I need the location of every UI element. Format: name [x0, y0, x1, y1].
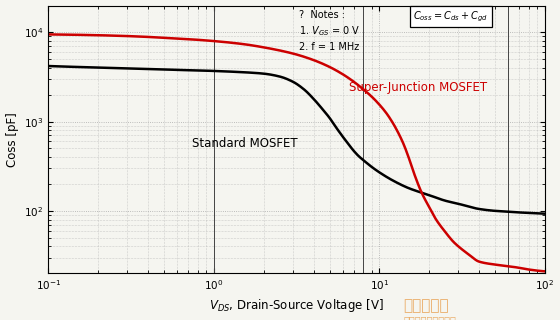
- Text: ?  Notes :
1. $V_{GS}$ = 0 V
2. f = 1 MHz: ? Notes : 1. $V_{GS}$ = 0 V 2. f = 1 MHz: [299, 10, 361, 52]
- Text: Standard MOSFET: Standard MOSFET: [193, 137, 298, 150]
- X-axis label: $V_{DS}$, Drain-Source Voltage [V]: $V_{DS}$, Drain-Source Voltage [V]: [209, 298, 384, 315]
- Text: Super-Junction MOSFET: Super-Junction MOSFET: [349, 81, 487, 94]
- Text: $C_{oss} = C_{ds} + C_{gd}$: $C_{oss} = C_{ds} + C_{gd}$: [413, 10, 488, 24]
- Text: 射频和天线设计专家: 射频和天线设计专家: [403, 315, 456, 320]
- Text: 易迪拓培训: 易迪拓培训: [403, 298, 449, 313]
- Y-axis label: Coss [pF]: Coss [pF]: [6, 112, 18, 167]
